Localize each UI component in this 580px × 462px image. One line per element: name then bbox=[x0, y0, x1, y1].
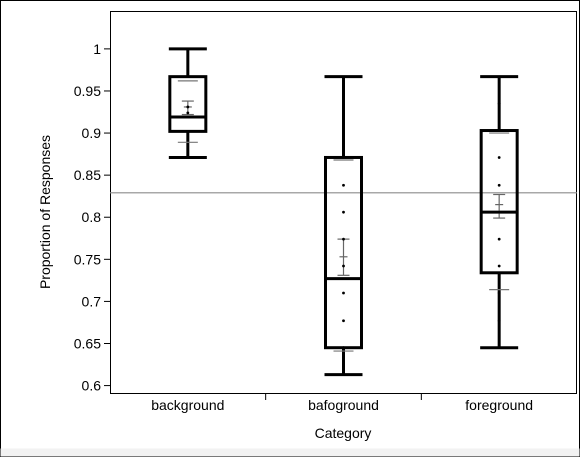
data-point bbox=[497, 291, 501, 295]
data-point bbox=[497, 129, 501, 132]
data-point bbox=[186, 111, 190, 115]
x-axis-title: Category bbox=[315, 425, 372, 441]
data-point bbox=[497, 237, 501, 241]
data-point bbox=[342, 319, 345, 323]
x-tick-label: foreground bbox=[465, 397, 533, 413]
data-point bbox=[342, 264, 345, 268]
plot-frame bbox=[110, 11, 577, 394]
boxes-layer bbox=[168, 47, 519, 377]
data-point bbox=[342, 210, 345, 214]
box-background bbox=[168, 47, 208, 159]
x-tick-label: background bbox=[151, 397, 224, 413]
y-axis-title: Proportion of Responses bbox=[37, 135, 53, 289]
data-point bbox=[342, 129, 345, 132]
data-point bbox=[342, 291, 345, 295]
y-tick-label: 0.85 bbox=[74, 167, 101, 183]
x-axis: background bafoground foreground bbox=[151, 394, 533, 413]
y-tick-label: 0.7 bbox=[82, 293, 102, 309]
data-point bbox=[497, 102, 501, 105]
y-tick-label: 0.75 bbox=[74, 251, 101, 267]
y-tick-label: 0.65 bbox=[74, 335, 101, 351]
y-tick-label: 0.9 bbox=[82, 125, 102, 141]
data-point bbox=[342, 102, 345, 105]
y-tick-label: 0.95 bbox=[74, 83, 101, 99]
y-axis: 0.6 0.65 0.7 0.75 0.8 0.85 0.9 0.95 1 bbox=[74, 41, 110, 394]
data-point bbox=[497, 183, 501, 187]
data-point bbox=[186, 105, 190, 109]
box-iqr bbox=[168, 75, 208, 133]
data-point bbox=[497, 156, 501, 159]
box-foreground bbox=[479, 75, 519, 350]
y-tick-label: 0.8 bbox=[82, 209, 102, 225]
data-point bbox=[497, 210, 501, 214]
data-point bbox=[342, 183, 345, 187]
y-tick-label: 0.6 bbox=[82, 378, 102, 394]
data-point bbox=[342, 237, 345, 241]
box-bafoground bbox=[324, 75, 363, 377]
y-tick-label: 1 bbox=[93, 41, 101, 57]
data-point bbox=[497, 319, 501, 323]
x-tick-label: bafoground bbox=[308, 397, 379, 413]
data-point bbox=[497, 264, 501, 268]
data-point bbox=[342, 346, 345, 350]
bottom-strip bbox=[0, 448, 580, 457]
